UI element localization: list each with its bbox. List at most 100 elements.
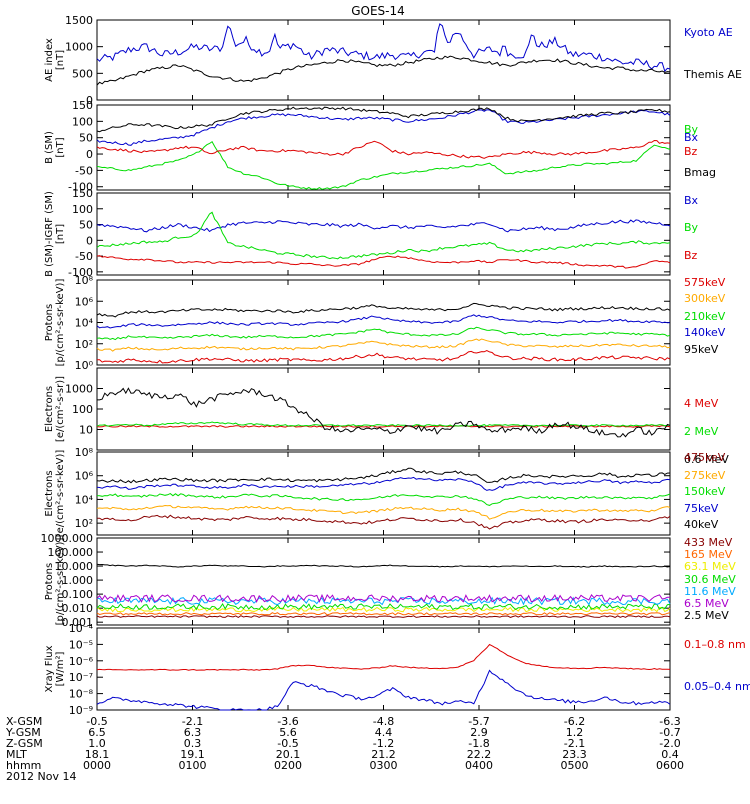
y-tick-label: 10⁻⁷ xyxy=(69,671,93,684)
y-axis-label-line: [e/(cm²-s-sr-keV)] xyxy=(55,450,66,538)
ephemeris-value: -1.8 xyxy=(468,737,489,750)
legend-label: 75keV xyxy=(684,502,719,515)
ephemeris-value: -2.1 xyxy=(564,737,585,750)
ephemeris-value: -4.8 xyxy=(373,715,394,728)
series-210kev-line xyxy=(96,326,671,341)
panel-frame xyxy=(96,537,671,626)
ephemeris-value: 0400 xyxy=(465,759,493,772)
y-tick-label: 1.000 xyxy=(62,574,94,587)
ephemeris-value: 21.2 xyxy=(371,748,396,761)
panel-b_sm_igrf: -100 -50 0 50 100 150 B (SM)-IGRF (SM)[nT] Bx By… xyxy=(44,187,699,279)
y-tick-label: 10⁶ xyxy=(75,470,94,483)
y-tick-label: 150 xyxy=(72,187,93,200)
y-axis-label-line: Protons xyxy=(44,304,55,341)
series-75kev-line xyxy=(96,476,671,491)
y-axis-label: Electrons[e/(cm²-s-sr-keV)] xyxy=(44,450,66,538)
series-bx-line xyxy=(96,219,671,233)
legend-label: 0.6 MeV xyxy=(684,453,729,466)
y-tick-label: 100 xyxy=(72,203,93,216)
legend-label: 95keV xyxy=(684,343,719,356)
legend-label: Bx xyxy=(684,131,699,144)
series-4-mev-line xyxy=(96,425,671,428)
ephemeris-value: -0.5 xyxy=(86,715,107,728)
series-95kev-line xyxy=(96,302,671,318)
ephemeris-value: 1.2 xyxy=(566,726,584,739)
series-11-6-mev-line xyxy=(96,596,671,606)
panel-protons_mev: 0.0010.0100.1001.00010.000100.0001000.00… xyxy=(41,532,737,629)
y-tick-label: 50 xyxy=(79,132,93,145)
y-tick-label: 10 xyxy=(79,424,93,437)
y-axis-label-line: [nT] xyxy=(55,137,66,157)
y-tick-label: 0 xyxy=(86,234,93,247)
legend-label: 210keV xyxy=(684,310,726,323)
panel-ae: 0 500 1000 1500 AE index[nT] Kyoto AE Themis A… xyxy=(44,14,742,107)
ephemeris-value: -2.0 xyxy=(659,737,680,750)
legend-label: 11.6 MeV xyxy=(684,585,736,598)
y-axis-label: B (SM)-IGRF (SM)[nT] xyxy=(44,191,66,277)
series-63-1-mev-line xyxy=(96,606,671,613)
y-tick-label: 0 xyxy=(86,148,93,161)
y-axis-label-line: [p/(cm²-s-sr-keV)] xyxy=(55,538,66,626)
legend-label: Bz xyxy=(684,249,698,262)
ephemeris-value: -3.6 xyxy=(277,715,298,728)
y-tick-label: 50 xyxy=(79,219,93,232)
y-axis-label-line: [e/(cm²-s-sr)] xyxy=(55,376,66,442)
y-tick-label: 10⁻⁸ xyxy=(69,688,94,701)
ephemeris-value: -2.1 xyxy=(182,715,203,728)
y-tick-label: 10⁸ xyxy=(75,274,94,287)
y-axis-label: AE index[nT] xyxy=(44,38,66,82)
ephemeris-value: 0300 xyxy=(370,759,398,772)
y-axis-label-line: [nT] xyxy=(55,50,66,70)
y-tick-label: -100 xyxy=(68,181,93,194)
series-2-5-mev-line xyxy=(96,563,671,568)
y-tick-label: -50 xyxy=(75,164,93,177)
series-140kev-line xyxy=(96,314,671,329)
series-575kev-line xyxy=(97,349,671,364)
y-axis-label: Xray Flux[W/m²] xyxy=(44,645,66,692)
ephemeris-value: -0.7 xyxy=(659,726,680,739)
panel-frame xyxy=(96,367,671,451)
y-tick-label: 10⁻⁹ xyxy=(69,704,93,717)
y-tick-label: -100 xyxy=(68,266,93,279)
ephemeris-value: 0.4 xyxy=(661,748,679,761)
y-tick-label: 10⁶ xyxy=(75,295,94,308)
ephemeris-row-label: Y-GSM xyxy=(5,726,41,739)
y-tick-label: 10⁻⁶ xyxy=(69,655,94,668)
y-tick-label: 500 xyxy=(72,67,93,80)
series-bmag-line xyxy=(96,106,671,133)
y-tick-label: 1000 xyxy=(65,383,93,396)
series-themis-ae-line xyxy=(96,55,671,86)
y-axis-label: B (SM)[nT] xyxy=(44,131,66,164)
series-150kev-line xyxy=(96,493,671,506)
legend-label: 30.6 MeV xyxy=(684,573,736,586)
y-tick-label: 10⁴ xyxy=(75,317,94,330)
ephemeris-row-label: 2012 Nov 14 xyxy=(6,770,76,783)
y-axis-label-line: [nT] xyxy=(55,224,66,244)
y-tick-label: 0.001 xyxy=(62,616,94,629)
panel-frame xyxy=(96,19,671,101)
y-axis-label: Protons[p/(cm²-s-sr-keV)] xyxy=(44,279,66,367)
y-tick-label: -50 xyxy=(75,250,93,263)
panel-frame xyxy=(96,627,671,711)
panel-electrons_kev: 10² 10⁴ 10⁶ 10⁸ Electrons[e/(cm²-s-sr-keV)] 4… xyxy=(44,446,726,537)
ephemeris-value: 6.5 xyxy=(88,726,106,739)
ephemeris-value: 1.0 xyxy=(88,737,106,750)
y-tick-label: 0.100 xyxy=(62,588,94,601)
series-40kev-line xyxy=(96,467,671,484)
legend-label: Bx xyxy=(684,194,699,207)
series-by-line xyxy=(96,211,671,260)
legend-label: 4 MeV xyxy=(684,397,719,410)
ephemeris-value: -6.2 xyxy=(564,715,585,728)
y-axis-label-line: [W/m²] xyxy=(55,651,66,686)
series-30-6-mev-line xyxy=(96,603,671,611)
legend-label: 63.1 MeV xyxy=(684,560,736,573)
legend-label: 275keV xyxy=(684,469,726,482)
series-bz-line xyxy=(96,139,671,159)
y-tick-label: 1000.000 xyxy=(41,532,94,545)
